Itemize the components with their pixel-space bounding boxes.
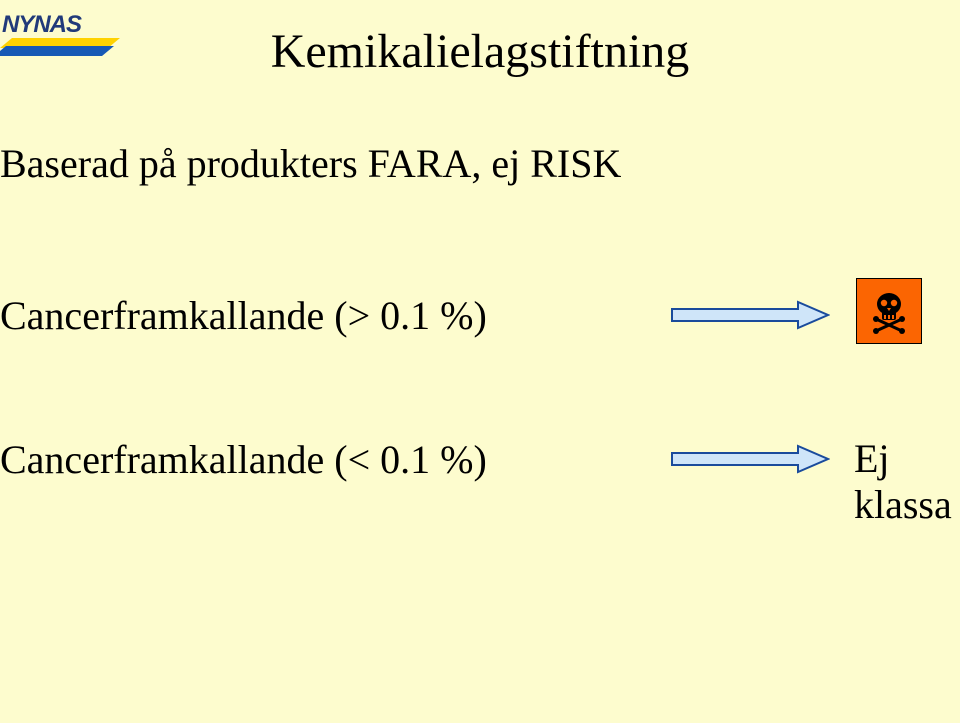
result-line-2: klassa (854, 482, 952, 528)
slide-title: Kemikalielagstiftning (0, 24, 960, 79)
intro-line: Baserad på produkters FARA, ej RISK (0, 140, 621, 187)
arrow-icon (670, 300, 830, 330)
result-line-1: Ej (854, 436, 952, 482)
item-1-text: Cancerframkallande (> 0.1 %) (0, 292, 487, 339)
item-2-text: Cancerframkallande (< 0.1 %) (0, 436, 487, 483)
toxic-hazard-icon (856, 278, 922, 344)
arrow-icon (670, 444, 830, 474)
result-text: Ej klassa (854, 436, 952, 528)
